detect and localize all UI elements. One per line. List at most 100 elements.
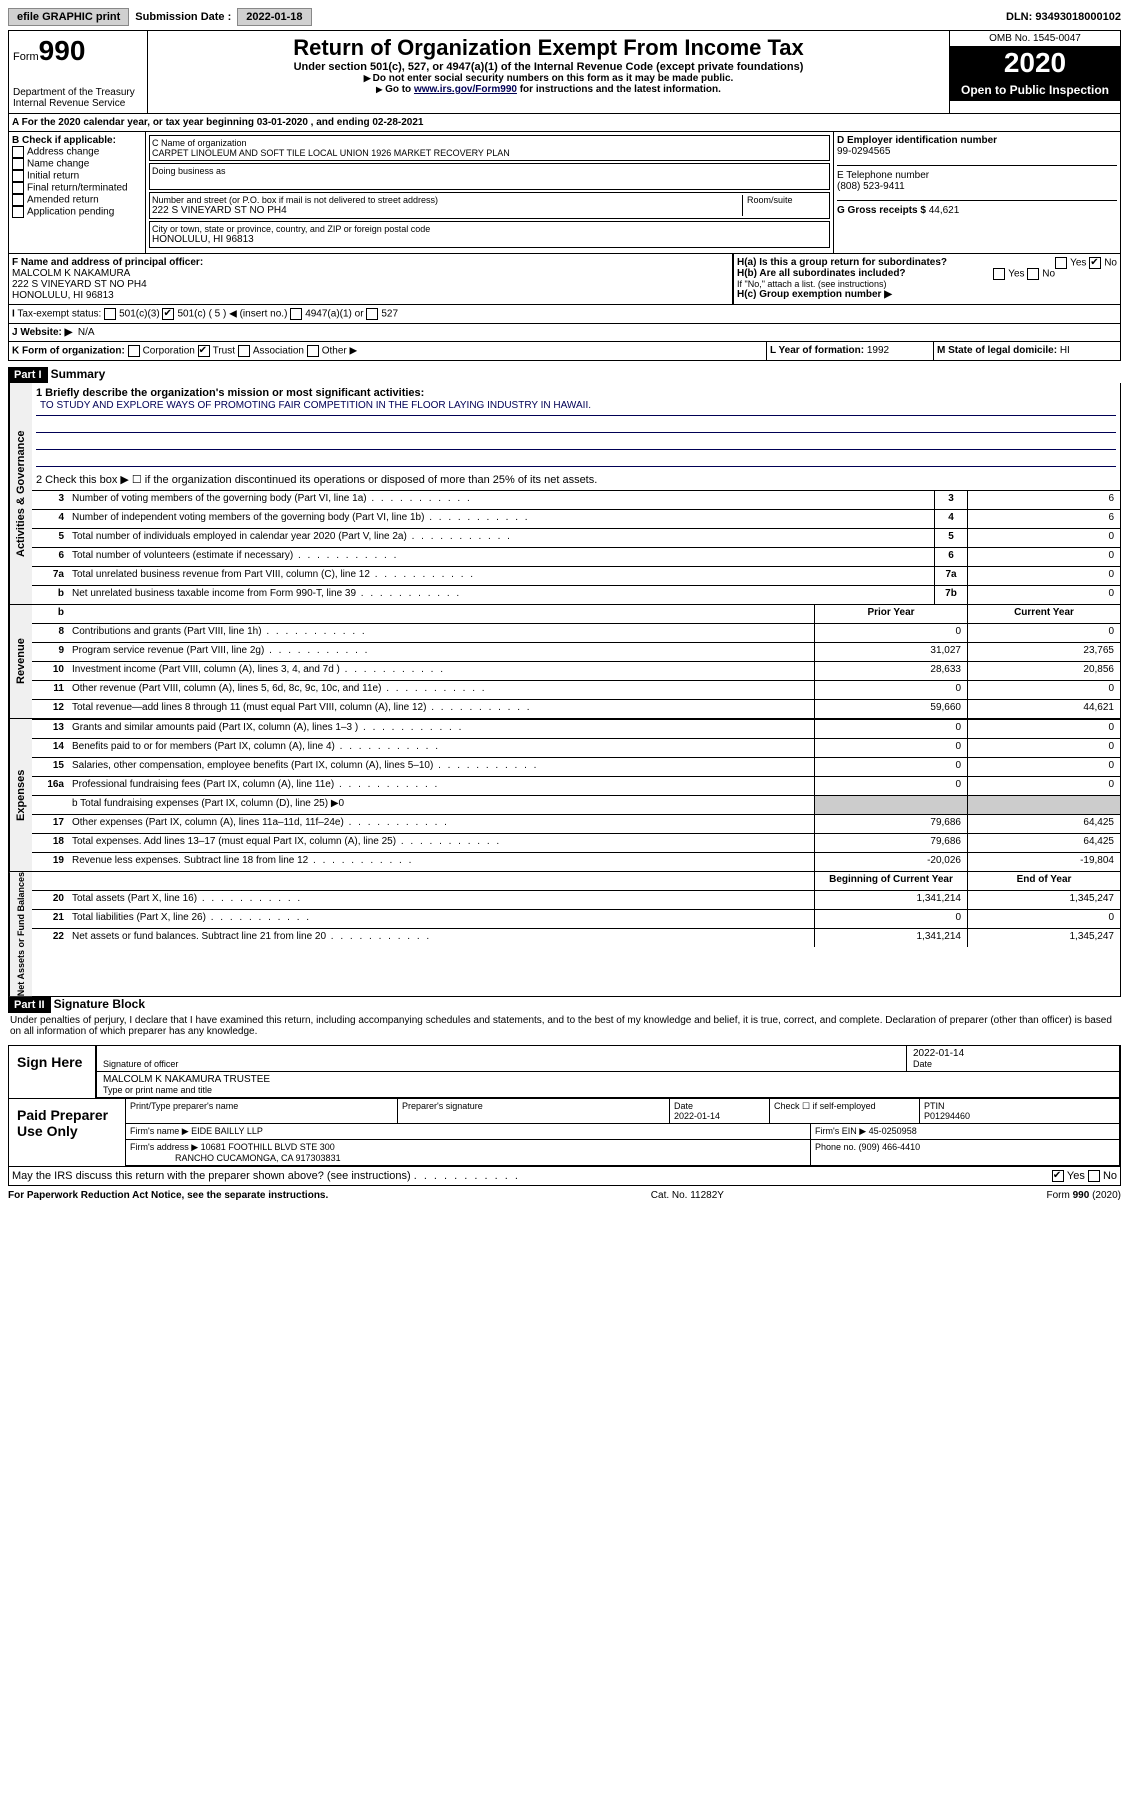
org-name-box: C Name of organization CARPET LINOLEUM A… (149, 135, 830, 161)
ln-text: Benefits paid to or for members (Part IX… (68, 739, 814, 757)
form-org-row: K Form of organization: Corporation Trus… (9, 342, 766, 360)
ln-current: 0 (967, 910, 1120, 928)
ln-val: 0 (967, 567, 1120, 585)
ln-prior: 28,633 (814, 662, 967, 680)
mission-blank2 (36, 433, 1116, 450)
ln-prior: 59,660 (814, 700, 967, 718)
ln-current: 0 (967, 624, 1120, 642)
ln-num: 5 (32, 529, 68, 547)
current-year-hdr: Current Year (967, 605, 1120, 623)
ln-num: 11 (32, 681, 68, 699)
ln-text: Total number of volunteers (estimate if … (68, 548, 934, 566)
chk-ha-no[interactable] (1089, 257, 1101, 269)
phone-value: (808) 523-9411 (837, 181, 1117, 192)
ln-num: 17 (32, 815, 68, 833)
ln-num: 21 (32, 910, 68, 928)
ln-text: Total unrelated business revenue from Pa… (68, 567, 934, 585)
ln-num: 7a (32, 567, 68, 585)
sign-here-label: Sign Here (9, 1046, 97, 1098)
mission-blank1 (36, 416, 1116, 433)
ln-b: b (32, 605, 68, 623)
q1-label: 1 Briefly describe the organization's mi… (36, 387, 1116, 399)
chk-ha-yes[interactable] (1055, 257, 1067, 269)
officer-addr2: HONOLULU, HI 96813 (12, 290, 729, 301)
efile-button[interactable]: efile GRAPHIC print (8, 8, 129, 26)
mission-text: TO STUDY AND EXPLORE WAYS OF PROMOTING F… (36, 399, 1116, 416)
ln-prior: 79,686 (814, 815, 967, 833)
chk-hb-no[interactable] (1027, 268, 1039, 280)
ln-current: 20,856 (967, 662, 1120, 680)
prep-name-label: Print/Type preparer's name (126, 1099, 398, 1124)
top-bar: efile GRAPHIC print Submission Date : 20… (8, 8, 1121, 26)
ln-num: 9 (32, 643, 68, 661)
tax-exempt-status: I Tax-exempt status: 501(c)(3) 501(c) ( … (9, 305, 1120, 323)
ln-num: 4 (32, 510, 68, 528)
ln-text: Total assets (Part X, line 16) (68, 891, 814, 909)
ln-prior: -20,026 (814, 853, 967, 871)
discuss-row: May the IRS discuss this return with the… (8, 1167, 1121, 1186)
paid-preparer-label: Paid Preparer Use Only (9, 1099, 126, 1166)
sig-date: 2022-01-14 (913, 1048, 1113, 1059)
chk-501c[interactable] (162, 308, 174, 320)
ln-val: 6 (967, 510, 1120, 528)
chk-discuss-yes[interactable] (1052, 1170, 1064, 1182)
chk-corp[interactable] (128, 345, 140, 357)
ln-current: 1,345,247 (967, 891, 1120, 909)
ln-num: 6 (32, 548, 68, 566)
chk-initial-return[interactable] (12, 170, 24, 182)
ln-prior: 1,341,214 (814, 891, 967, 909)
officer-addr1: 222 S VINEYARD ST NO PH4 (12, 279, 729, 290)
form-subtitle: Under section 501(c), 527, or 4947(a)(1)… (152, 61, 945, 73)
chk-501c3[interactable] (104, 308, 116, 320)
form-instr-1: Do not enter social security numbers on … (152, 73, 945, 84)
part2-header: Part II (8, 997, 51, 1013)
end-year-hdr: End of Year (967, 872, 1120, 890)
ln-val: 0 (967, 548, 1120, 566)
part1-header: Part I (8, 367, 48, 383)
chk-final-return[interactable] (12, 182, 24, 194)
ln-prior: 0 (814, 681, 967, 699)
ln-num: 16a (32, 777, 68, 795)
prep-sig-label: Preparer's signature (398, 1099, 670, 1124)
form990-link[interactable]: www.irs.gov/Form990 (414, 84, 517, 95)
chk-address-change[interactable] (12, 146, 24, 158)
ln-text: Net unrelated business taxable income fr… (68, 586, 934, 604)
prior-year-hdr: Prior Year (814, 605, 967, 623)
firm-addr1: 10681 FOOTHILL BLVD STE 300 (201, 1142, 335, 1152)
form-instr-2: Go to www.irs.gov/Form990 for instructio… (152, 84, 945, 95)
ln-b-text (68, 605, 814, 623)
year-formation: L Year of formation: 1992 (766, 342, 933, 360)
hc-question: H(c) Group exemption number ▶ (737, 289, 1117, 300)
side-governance: Activities & Governance (9, 383, 32, 604)
chk-trust[interactable] (198, 345, 210, 357)
chk-discuss-no[interactable] (1088, 1170, 1100, 1182)
street-box: Number and street (or P.O. box if mail i… (149, 192, 830, 219)
ln-current: 44,621 (967, 700, 1120, 718)
firm-ein: 45-0250958 (869, 1126, 917, 1136)
date-label: Date (913, 1059, 1113, 1069)
ptin: P01294460 (924, 1111, 970, 1121)
prep-date: 2022-01-14 (674, 1111, 720, 1121)
chk-application-pending[interactable] (12, 206, 24, 218)
ln-text: Total revenue—add lines 8 through 11 (mu… (68, 700, 814, 718)
section-b: B Check if applicable: Address change Na… (9, 132, 146, 253)
form-header: Form990 Department of the Treasury Inter… (8, 30, 1121, 114)
chk-other[interactable] (307, 345, 319, 357)
form-number: Form990 (13, 35, 143, 67)
ein-label: D Employer identification number (837, 135, 1117, 146)
ln-text: Total expenses. Add lines 13–17 (must eq… (68, 834, 814, 852)
dba-box: Doing business as (149, 163, 830, 190)
chk-amended[interactable] (12, 194, 24, 206)
chk-name-change[interactable] (12, 158, 24, 170)
ln-current: 0 (967, 739, 1120, 757)
ln-current: 0 (967, 681, 1120, 699)
website-row: J Website: ▶ N/A (9, 324, 1120, 341)
chk-hb-yes[interactable] (993, 268, 1005, 280)
chk-assoc[interactable] (238, 345, 250, 357)
ln-current: 64,425 (967, 815, 1120, 833)
ln-current: 1,345,247 (967, 929, 1120, 947)
chk-4947[interactable] (290, 308, 302, 320)
ln-val: 6 (967, 491, 1120, 509)
ln-val: 0 (967, 586, 1120, 604)
chk-527[interactable] (366, 308, 378, 320)
